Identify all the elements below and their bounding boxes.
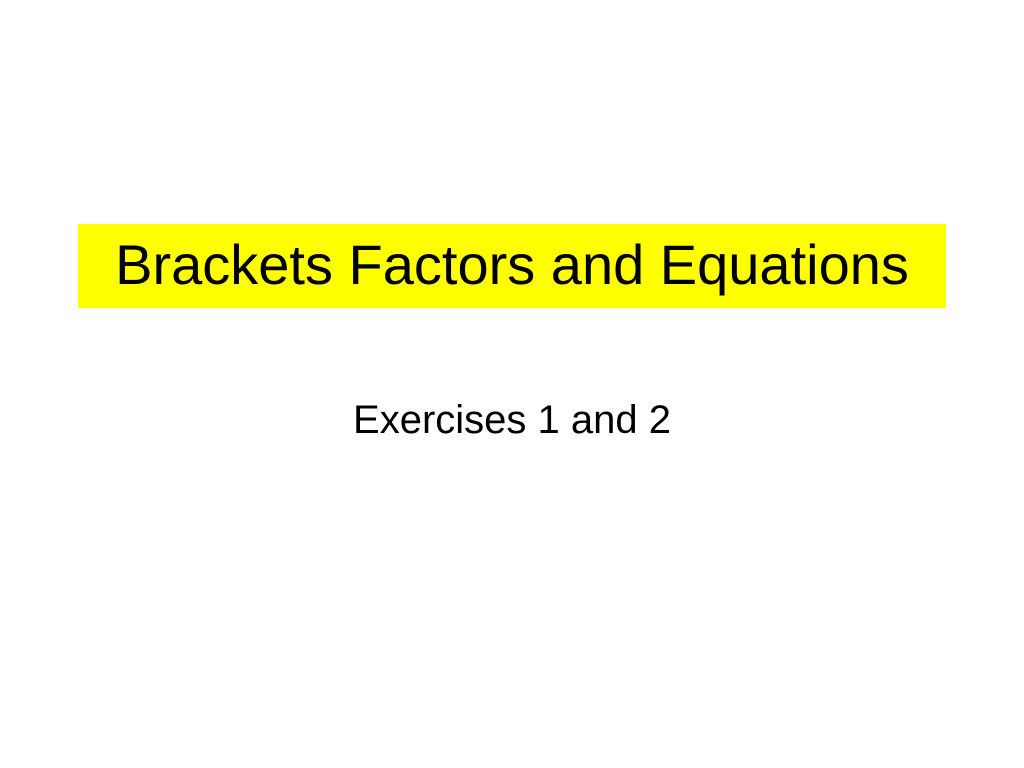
subtitle-box: Exercises 1 and 2 — [78, 398, 946, 443]
slide-title: Brackets Factors and Equations — [78, 232, 946, 298]
title-box: Brackets Factors and Equations — [78, 224, 946, 308]
slide: Brackets Factors and Equations Exercises… — [0, 0, 1024, 768]
slide-subtitle: Exercises 1 and 2 — [78, 398, 946, 443]
